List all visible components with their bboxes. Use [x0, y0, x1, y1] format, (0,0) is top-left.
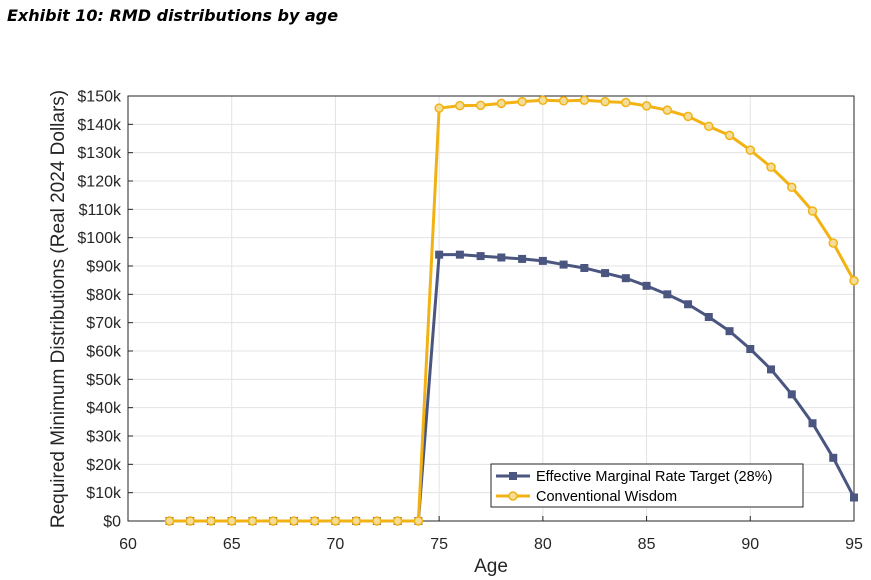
plot-frame — [127, 95, 855, 522]
y-tick-label: $20k — [86, 457, 122, 474]
series-conventional — [164, 95, 859, 526]
data-point-conventional — [517, 96, 527, 107]
data-point-effective — [829, 453, 838, 462]
plot-area — [128, 96, 854, 521]
y-tick-label: $70k — [86, 315, 122, 332]
data-point-effective — [580, 263, 589, 272]
data-point-conventional — [268, 516, 278, 526]
data-point-conventional — [807, 206, 818, 216]
data-point-conventional — [538, 95, 548, 105]
y-tick-label: $120k — [77, 174, 122, 191]
y-tick-label: $90k — [86, 259, 122, 276]
y-tick-label: $0 — [103, 514, 121, 531]
x-tick-label: 95 — [845, 536, 863, 553]
data-point-effective — [725, 327, 734, 336]
data-point-conventional — [849, 275, 859, 286]
data-point-conventional — [475, 100, 486, 111]
legend-marker-effective — [509, 472, 517, 480]
data-point-conventional — [164, 516, 175, 526]
data-point-conventional — [289, 516, 299, 526]
data-point-conventional — [579, 95, 590, 105]
x-tick-label: 60 — [119, 536, 137, 553]
data-point-conventional — [558, 96, 569, 106]
x-axis: 60 65 70 75 80 85 90 95 — [119, 516, 863, 553]
y-tick-label: $10k — [86, 485, 122, 502]
y-tick-label: $150k — [77, 89, 122, 106]
data-point-effective — [663, 290, 672, 299]
data-point-conventional — [766, 162, 776, 172]
series-line-conventional — [169, 98, 856, 523]
data-point-conventional — [787, 182, 797, 192]
legend-box — [490, 463, 804, 508]
legend-label-conventional: Conventional Wisdom — [536, 489, 677, 505]
data-point-effective — [808, 419, 817, 428]
data-point-conventional — [683, 111, 693, 122]
data-point-effective — [684, 300, 693, 309]
data-point-effective — [787, 390, 796, 399]
y-tick-label: $50k — [86, 372, 122, 389]
data-point-conventional — [413, 516, 424, 526]
x-tick-label: 65 — [223, 536, 241, 553]
data-point-effective — [621, 274, 630, 283]
data-point-conventional — [206, 516, 216, 526]
data-point-effective — [767, 365, 776, 374]
y-tick-label: $140k — [77, 117, 122, 134]
x-tick-label: 75 — [430, 536, 448, 553]
data-point-effective — [476, 252, 485, 261]
data-point-effective — [497, 253, 506, 262]
data-point-conventional — [372, 516, 382, 526]
data-point-conventional — [828, 238, 839, 248]
data-point-effective — [746, 345, 755, 354]
y-tick-label: $130k — [77, 145, 122, 162]
x-tick-label: 80 — [534, 536, 552, 553]
data-point-conventional — [309, 516, 320, 526]
data-point-conventional — [392, 516, 403, 526]
data-point-conventional — [724, 130, 735, 141]
data-point-conventional — [641, 101, 652, 111]
data-point-effective — [704, 313, 713, 321]
data-point-effective — [850, 493, 858, 502]
data-point-conventional — [704, 121, 714, 132]
data-point-effective — [642, 281, 651, 290]
data-point-effective — [601, 269, 610, 278]
y-tick-label: $60k — [86, 344, 122, 361]
x-axis-label: Age — [474, 556, 508, 577]
data-point-conventional — [247, 516, 258, 526]
y-tick-label: $110k — [79, 202, 122, 219]
data-point-effective — [435, 250, 444, 259]
data-point-conventional — [621, 97, 631, 108]
data-point-effective — [455, 250, 464, 259]
legend-label-effective: Effective Marginal Rate Target (28%) — [536, 469, 772, 485]
x-tick-label: 85 — [638, 536, 656, 553]
series-layer — [164, 95, 859, 526]
data-point-effective — [538, 256, 547, 265]
data-point-conventional — [662, 105, 673, 115]
y-tick-label: $40k — [86, 400, 122, 417]
exhibit-title: Exhibit 10: RMD distributions by age — [7, 6, 339, 25]
data-point-conventional — [496, 98, 507, 109]
x-tick-label: 90 — [741, 536, 759, 553]
data-point-effective — [559, 260, 568, 269]
x-tick-label: 70 — [327, 536, 345, 553]
data-point-conventional — [600, 96, 610, 107]
data-point-effective — [518, 254, 527, 263]
legend-marker-conventional — [508, 491, 518, 501]
data-point-conventional — [330, 516, 341, 526]
data-point-conventional — [455, 100, 465, 111]
y-tick-label: $30k — [86, 429, 122, 446]
data-point-conventional — [226, 516, 237, 526]
y-axis-label: Required Minimum Distributions (Real 202… — [48, 90, 69, 528]
y-axis: $0 $10k $20k $30k $40k $50k $60k $70k $80k $90k $1… — [77, 89, 133, 531]
legend: Effective Marginal Rate Target (28%) Con… — [490, 463, 804, 508]
y-tick-label: $80k — [86, 287, 122, 304]
data-point-conventional — [351, 516, 361, 526]
y-tick-label: $100k — [77, 230, 122, 247]
data-point-conventional — [745, 145, 756, 155]
data-point-conventional — [434, 103, 444, 113]
data-point-conventional — [185, 516, 195, 526]
